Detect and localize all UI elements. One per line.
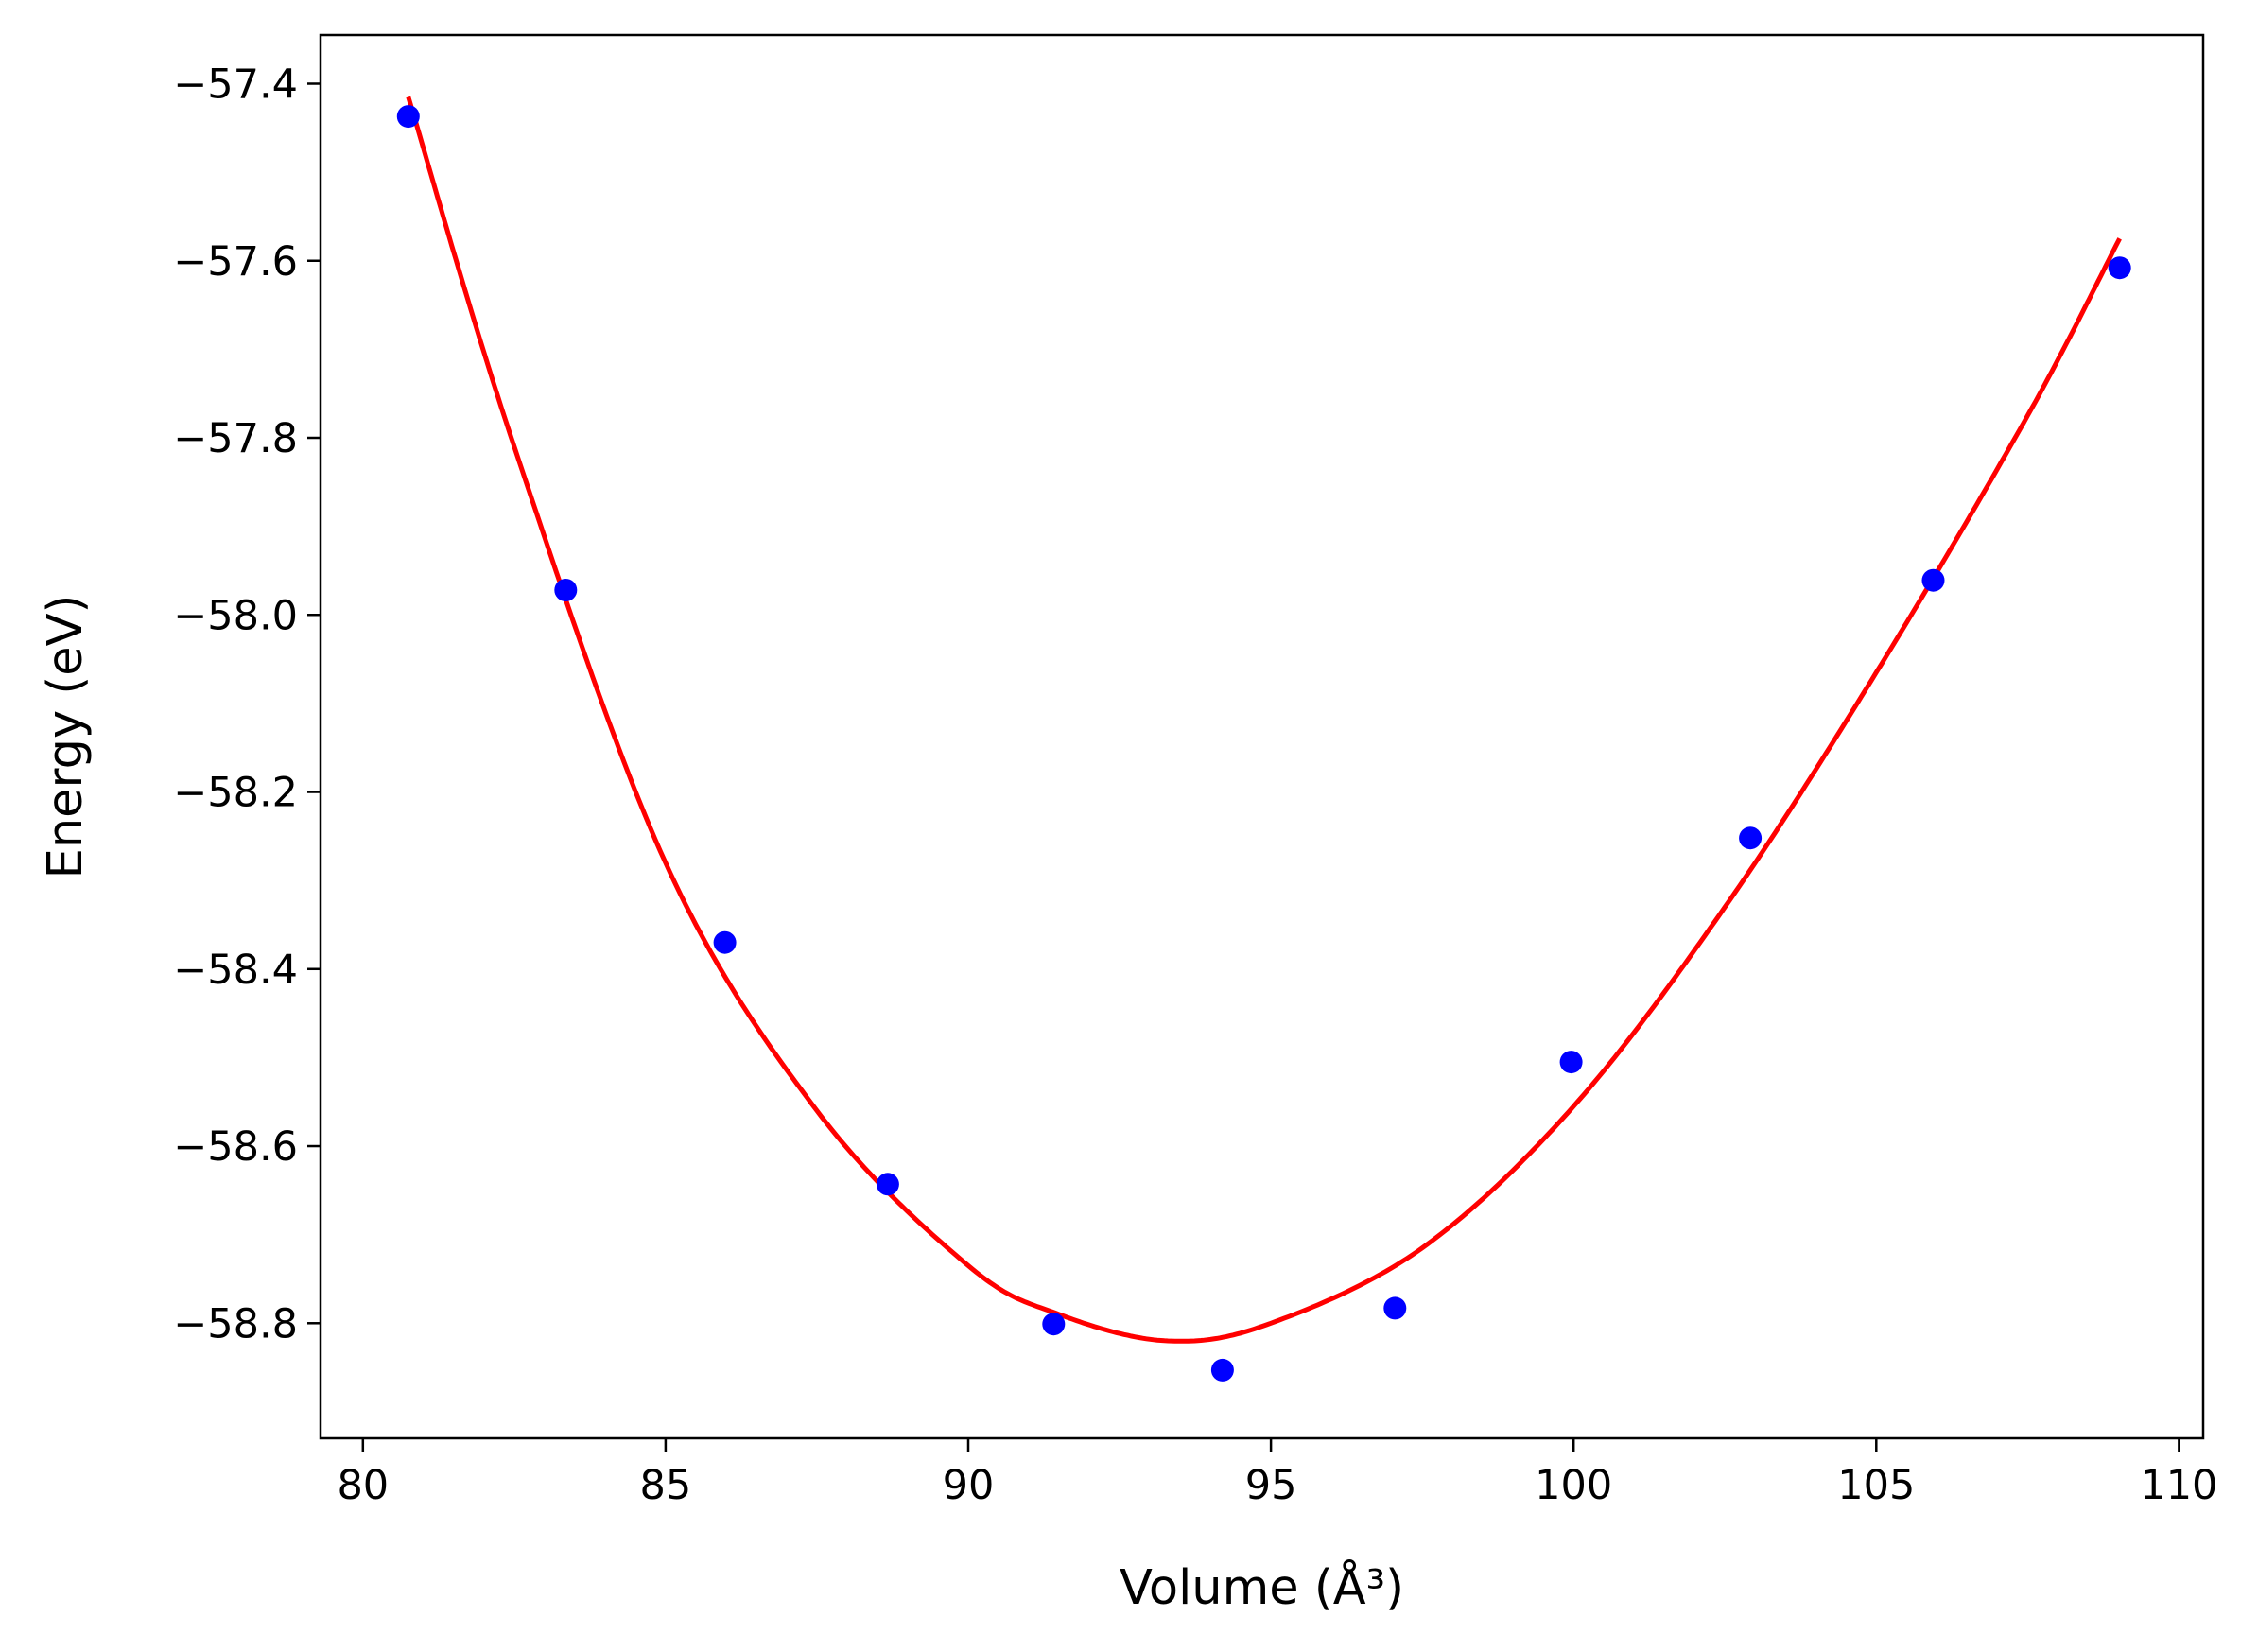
y-axis: −57.4 −57.6 −57.8 −58.0 −58.2 −58.4 −58.6 −58.8 — [173, 61, 321, 1348]
data-point — [2108, 256, 2131, 280]
y-axis-label: Energy (eV) — [38, 595, 94, 879]
plot-frame — [319, 33, 2205, 1440]
plot-content — [396, 96, 2131, 1382]
x-tick-label: 85 — [640, 1462, 692, 1509]
x-axis-label: Volume (Å³) — [1120, 1557, 1404, 1616]
y-tick-label: −58.0 — [173, 592, 298, 639]
data-point — [1559, 1051, 1583, 1074]
x-tick-label: 105 — [1837, 1462, 1915, 1509]
data-point — [713, 930, 737, 954]
y-tick-label: −58.6 — [173, 1123, 298, 1171]
y-tick-label: −58.8 — [173, 1300, 298, 1348]
data-point — [1042, 1313, 1066, 1336]
y-tick-label: −57.8 — [173, 415, 298, 462]
data-point — [396, 105, 420, 129]
data-point — [1383, 1296, 1407, 1320]
data-point — [1210, 1358, 1234, 1382]
y-tick-label: −57.4 — [173, 61, 298, 108]
data-point — [1739, 826, 1763, 850]
data-point — [1921, 568, 1945, 592]
x-tick-label: 100 — [1535, 1462, 1612, 1509]
x-tick-label: 110 — [2140, 1462, 2217, 1509]
y-tick-label: −57.6 — [173, 238, 298, 286]
x-tick-label: 95 — [1245, 1462, 1297, 1509]
x-tick-label: 80 — [337, 1462, 389, 1509]
x-tick-label: 90 — [943, 1462, 995, 1509]
fit-curve — [406, 96, 2122, 1344]
y-tick-label: −58.2 — [173, 770, 298, 817]
x-axis: 80 85 90 95 100 105 110 — [337, 1438, 2217, 1509]
data-point — [554, 579, 578, 601]
data-point — [876, 1173, 899, 1196]
y-tick-label: −58.4 — [173, 947, 298, 994]
